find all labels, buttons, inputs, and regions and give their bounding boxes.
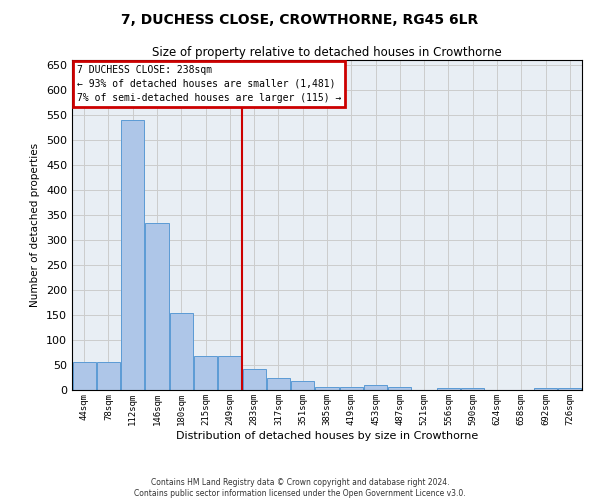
Text: 7, DUCHESS CLOSE, CROWTHORNE, RG45 6LR: 7, DUCHESS CLOSE, CROWTHORNE, RG45 6LR: [121, 12, 479, 26]
Bar: [316, 386, 338, 390]
Y-axis label: Number of detached properties: Number of detached properties: [31, 143, 40, 307]
Bar: [121, 120, 144, 390]
X-axis label: Distribution of detached houses by size in Crowthorne: Distribution of detached houses by size …: [176, 430, 478, 440]
Title: Size of property relative to detached houses in Crowthorne: Size of property relative to detached ho…: [152, 46, 502, 59]
Bar: [170, 312, 193, 390]
Bar: [291, 381, 314, 390]
Bar: [559, 388, 581, 390]
Bar: [97, 362, 120, 390]
Bar: [145, 222, 169, 390]
Text: Contains HM Land Registry data © Crown copyright and database right 2024.
Contai: Contains HM Land Registry data © Crown c…: [134, 478, 466, 498]
Bar: [218, 356, 241, 390]
Bar: [73, 362, 95, 390]
Bar: [267, 378, 290, 390]
Bar: [364, 385, 387, 390]
Bar: [534, 388, 557, 390]
Bar: [461, 388, 484, 390]
Bar: [242, 369, 266, 390]
Text: 7 DUCHESS CLOSE: 238sqm
← 93% of detached houses are smaller (1,481)
7% of semi-: 7 DUCHESS CLOSE: 238sqm ← 93% of detache…: [77, 65, 341, 103]
Bar: [194, 356, 217, 390]
Bar: [437, 388, 460, 390]
Bar: [388, 386, 412, 390]
Bar: [340, 386, 363, 390]
